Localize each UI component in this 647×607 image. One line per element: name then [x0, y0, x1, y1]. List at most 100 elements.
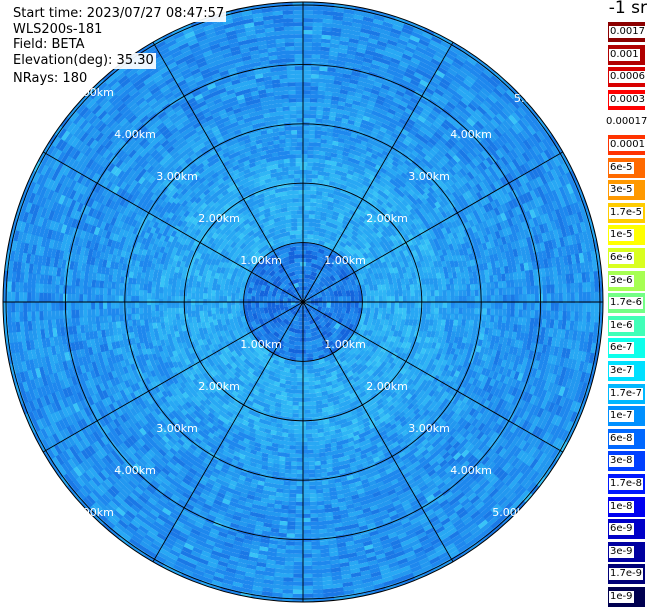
range-gate-cell: [282, 337, 290, 344]
range-gate-cell: [363, 278, 369, 286]
range-gate-cell: [131, 283, 136, 291]
range-gate-cell: [398, 347, 405, 355]
range-gate-cell: [372, 246, 380, 254]
range-gate-cell: [421, 284, 427, 291]
range-gate-cell: [258, 237, 266, 244]
range-gate-cell: [257, 228, 265, 235]
range-gate-cell: [327, 257, 335, 264]
range-gate-cell: [351, 371, 359, 379]
range-gate-cell: [334, 296, 339, 303]
range-gate-cell: [474, 302, 479, 309]
range-gate-cell: [219, 307, 224, 314]
range-gate-cell: [311, 425, 318, 430]
range-gate-cell: [323, 280, 331, 288]
range-gate-cell: [426, 296, 431, 303]
range-gate-cell: [234, 354, 242, 363]
range-gate-cell: [155, 304, 160, 311]
range-gate-cell: [397, 266, 403, 274]
range-gate-cell: [318, 280, 326, 288]
range-gate-cell: [287, 275, 295, 283]
range-gate-cell: [282, 341, 290, 348]
range-gate-cell: [273, 225, 281, 232]
range-gate-cell: [367, 329, 374, 337]
range-gate-cell: [314, 380, 321, 386]
range-gate-cell: [295, 437, 302, 442]
range-gate-cell: [392, 341, 399, 349]
range-gate-cell: [398, 296, 403, 303]
range-gate-cell: [325, 326, 333, 334]
range-gate-cell: [336, 221, 344, 228]
range-gate-cell: [396, 341, 403, 349]
range-gate-cell: [234, 241, 242, 249]
range-gate-cell: [370, 340, 377, 348]
range-gate-cell: [308, 481, 316, 486]
range-gate-cell: [257, 387, 266, 394]
range-gate-cell: [238, 375, 246, 382]
range-gate-cell: [223, 372, 231, 380]
range-gate-cell: [286, 412, 293, 418]
range-gate-cell: [310, 198, 317, 203]
range-gate-cell: [294, 445, 302, 450]
range-gate-cell: [368, 218, 376, 226]
range-gate-cell: [263, 211, 272, 218]
range-gate-cell: [382, 351, 389, 359]
range-gate-cell: [360, 284, 366, 291]
range-gate-cell: [450, 284, 455, 291]
range-gate-cell: [313, 294, 319, 299]
range-gate-cell: [307, 246, 314, 251]
range-gate-cell: [438, 307, 443, 315]
range-gate-cell: [301, 238, 308, 243]
range-gate-cell: [295, 146, 303, 151]
range-gate-cell: [211, 289, 216, 297]
range-gate-cell: [315, 404, 323, 410]
range-gate-cell: [345, 263, 353, 271]
range-gate-cell: [305, 254, 313, 259]
range-gate-cell: [269, 205, 277, 212]
range-gate-cell: [474, 314, 479, 322]
range-gate-cell: [280, 195, 288, 201]
range-gate-cell: [329, 235, 337, 242]
range-gate-cell: [350, 334, 358, 342]
range-gate-cell: [400, 278, 406, 286]
range-gate-cell: [295, 154, 303, 159]
range-gate-cell: [338, 200, 346, 207]
range-gate-cell: [226, 334, 233, 343]
range-gate-cell: [353, 216, 361, 224]
range-gate-cell: [171, 307, 176, 314]
range-gate-cell: [311, 178, 319, 183]
range-gate-cell: [304, 321, 311, 326]
range-gate-cell: [167, 283, 173, 291]
range-gate-cell: [323, 364, 331, 371]
range-gate-cell: [353, 385, 361, 392]
range-gate-cell: [219, 295, 224, 302]
range-gate-cell: [355, 363, 364, 371]
range-gate-cell: [271, 340, 279, 347]
range-gate-cell: [413, 284, 419, 291]
range-gate-cell: [251, 301, 256, 308]
range-gate-cell: [298, 393, 305, 398]
range-gate-cell: [319, 370, 327, 376]
range-gate-cell: [225, 233, 233, 241]
range-gate-cell: [368, 246, 376, 254]
range-gate-cell: [167, 313, 173, 320]
range-gate-cell: [269, 210, 277, 216]
range-gate-cell: [282, 448, 290, 454]
range-gate-cell: [256, 266, 264, 274]
range-gate-cell: [301, 365, 308, 370]
range-gate-cell: [232, 380, 240, 388]
range-gate-cell: [224, 266, 231, 274]
range-gate-cell: [196, 280, 201, 288]
range-gate-cell: [298, 321, 305, 326]
range-gate-cell: [204, 280, 210, 288]
range-gate-cell: [386, 324, 392, 332]
range-gate-cell: [205, 275, 211, 282]
range-gate-cell: [308, 461, 315, 466]
range-gate-cell: [322, 302, 327, 309]
range-gate-cell: [292, 409, 299, 414]
range-gate-cell: [350, 302, 355, 309]
range-gate-cell: [379, 361, 387, 369]
range-gate-cell: [383, 340, 390, 349]
range-gate-cell: [291, 222, 298, 227]
range-gate-cell: [366, 232, 374, 240]
range-gate-cell: [155, 286, 160, 294]
